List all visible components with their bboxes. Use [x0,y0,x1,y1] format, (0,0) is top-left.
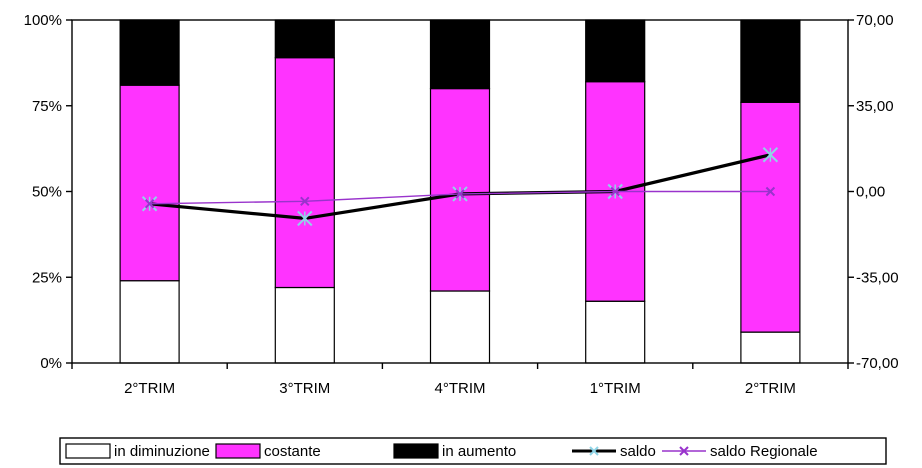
right-tick-label-1: -70,00 [856,355,899,372]
bar-2-1 [119,84,180,282]
left-tick-label-3: 50% [32,184,62,201]
bar-2-5 [740,101,801,333]
bar-1-2 [274,286,335,364]
line-2-point-4 [610,186,620,197]
legend-item-5: saldo Regionale [662,443,818,460]
right-tick-label-5: 70,00 [856,12,894,29]
bar-1-1 [119,280,180,364]
left-tick-label-5: 100% [24,12,62,29]
line-1-point-2 [297,210,313,227]
legend-swatch-2 [215,443,261,459]
bar-3-2 [274,19,335,59]
left-tick-label-4: 75% [32,98,62,115]
legend: in diminuzione costante in aumento saldo sal… [59,437,887,465]
line-1-point-5 [762,147,779,163]
bar-1-5 [740,331,801,364]
legend-label-2: costante [264,443,321,460]
bar-1-4 [585,300,646,364]
bar-3-4 [585,19,646,83]
right-tick-label-4: 35,00 [856,98,894,115]
legend-label-1: in diminuzione [114,443,210,460]
legend-item-4: saldo [572,443,656,460]
category-label-5: 2°TRIM [745,380,796,397]
category-label-1: 2°TRIM [124,380,175,397]
legend-frame [59,437,887,465]
left-tick-label-2: 25% [32,269,62,286]
category-label-3: 4°TRIM [435,380,486,397]
bar-3-5 [740,19,801,103]
bar-2-2 [274,57,335,289]
bar-1-3 [429,290,491,364]
line-2-point-5 [765,186,776,197]
right-tick-label-2: -35,00 [856,269,899,286]
legend-label-3: in aumento [442,443,516,460]
legend-label-4: saldo [620,443,656,460]
lines-layer [141,147,779,227]
labels-layer: 0% 25% 50% 75% 100% -70,00 -35,00 0,00 35,00 70,0… [24,12,899,397]
legend-item-2: costante [215,443,321,460]
line-2-point-3 [455,189,465,199]
bar-3-3 [429,19,491,90]
legend-item-3: in aumento [393,443,516,460]
category-label-4: 1°TRIM [590,380,641,397]
legend-swatch-1 [65,443,111,459]
axes-layer [66,19,854,369]
right-tick-label-3: 0,00 [856,184,885,201]
legend-label-5: saldo Regionale [710,443,818,460]
line-2-point-2 [300,196,310,207]
category-label-2: 3°TRIM [279,380,330,397]
legend-swatch-3 [393,443,439,459]
legend-item-1: in diminuzione [65,443,210,460]
bar-3-1 [119,19,180,86]
left-tick-label-1: 0% [40,355,62,372]
line-2-point-1 [144,199,155,209]
